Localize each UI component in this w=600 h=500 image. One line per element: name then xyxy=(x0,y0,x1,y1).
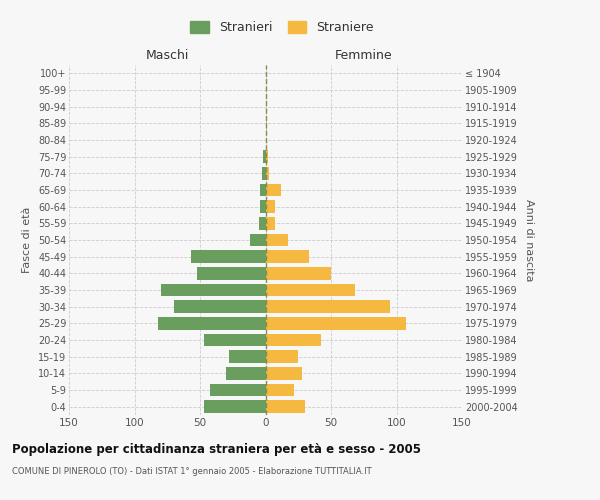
Bar xyxy=(265,217,275,230)
Bar xyxy=(265,234,288,246)
Bar xyxy=(161,284,265,296)
Bar xyxy=(191,250,265,263)
Text: Maschi: Maschi xyxy=(146,48,189,62)
Bar xyxy=(250,234,265,246)
Bar xyxy=(226,367,265,380)
Bar xyxy=(265,117,267,130)
Bar xyxy=(265,350,298,363)
Bar xyxy=(265,167,269,179)
Bar xyxy=(265,267,331,280)
Bar xyxy=(265,184,281,196)
Bar xyxy=(265,384,295,396)
Text: Femmine: Femmine xyxy=(335,48,392,62)
Bar xyxy=(265,334,320,346)
Bar xyxy=(265,200,275,213)
Bar xyxy=(265,300,390,313)
Bar xyxy=(260,184,265,196)
Bar xyxy=(174,300,265,313)
Bar xyxy=(260,200,265,213)
Bar xyxy=(158,317,265,330)
Text: COMUNE DI PINEROLO (TO) - Dati ISTAT 1° gennaio 2005 - Elaborazione TUTTITALIA.I: COMUNE DI PINEROLO (TO) - Dati ISTAT 1° … xyxy=(12,468,371,476)
Bar xyxy=(265,317,406,330)
Y-axis label: Anni di nascita: Anni di nascita xyxy=(524,198,535,281)
Legend: Stranieri, Straniere: Stranieri, Straniere xyxy=(185,16,379,40)
Bar xyxy=(262,167,265,179)
Bar xyxy=(204,400,265,413)
Bar xyxy=(229,350,265,363)
Bar xyxy=(265,150,268,163)
Bar xyxy=(204,334,265,346)
Y-axis label: Fasce di età: Fasce di età xyxy=(22,207,32,273)
Bar xyxy=(211,384,265,396)
Bar xyxy=(265,284,355,296)
Bar xyxy=(265,250,309,263)
Bar xyxy=(263,150,265,163)
Bar xyxy=(259,217,265,230)
Bar xyxy=(265,400,305,413)
Bar xyxy=(197,267,265,280)
Text: Popolazione per cittadinanza straniera per età e sesso - 2005: Popolazione per cittadinanza straniera p… xyxy=(12,442,421,456)
Bar xyxy=(265,367,302,380)
